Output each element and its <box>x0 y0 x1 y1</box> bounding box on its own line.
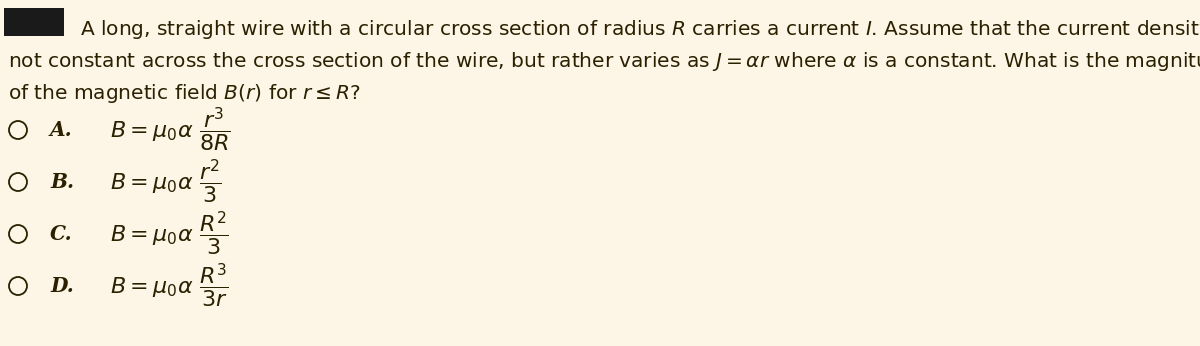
Text: $B = \mu_0\alpha\ \dfrac{r^2}{3}$: $B = \mu_0\alpha\ \dfrac{r^2}{3}$ <box>110 158 222 206</box>
Text: $B = \mu_0\alpha\ \dfrac{R^2}{3}$: $B = \mu_0\alpha\ \dfrac{R^2}{3}$ <box>110 210 229 258</box>
Text: B.: B. <box>50 172 74 192</box>
Text: not constant across the cross section of the wire, but rather varies as $J = \al: not constant across the cross section of… <box>8 50 1200 73</box>
Text: A.: A. <box>50 120 73 140</box>
Text: D.: D. <box>50 276 73 296</box>
Text: C.: C. <box>50 224 73 244</box>
Text: $B = \mu_0\alpha\ \dfrac{R^3}{3r}$: $B = \mu_0\alpha\ \dfrac{R^3}{3r}$ <box>110 262 229 310</box>
Text: A long, straight wire with a circular cross section of radius $R$ carries a curr: A long, straight wire with a circular cr… <box>80 18 1200 41</box>
Text: of the magnetic field $B(r)$ for $r \leq R$?: of the magnetic field $B(r)$ for $r \leq… <box>8 82 360 105</box>
Text: $B = \mu_0\alpha\ \dfrac{r^3}{8R}$: $B = \mu_0\alpha\ \dfrac{r^3}{8R}$ <box>110 106 230 154</box>
FancyBboxPatch shape <box>4 8 64 36</box>
